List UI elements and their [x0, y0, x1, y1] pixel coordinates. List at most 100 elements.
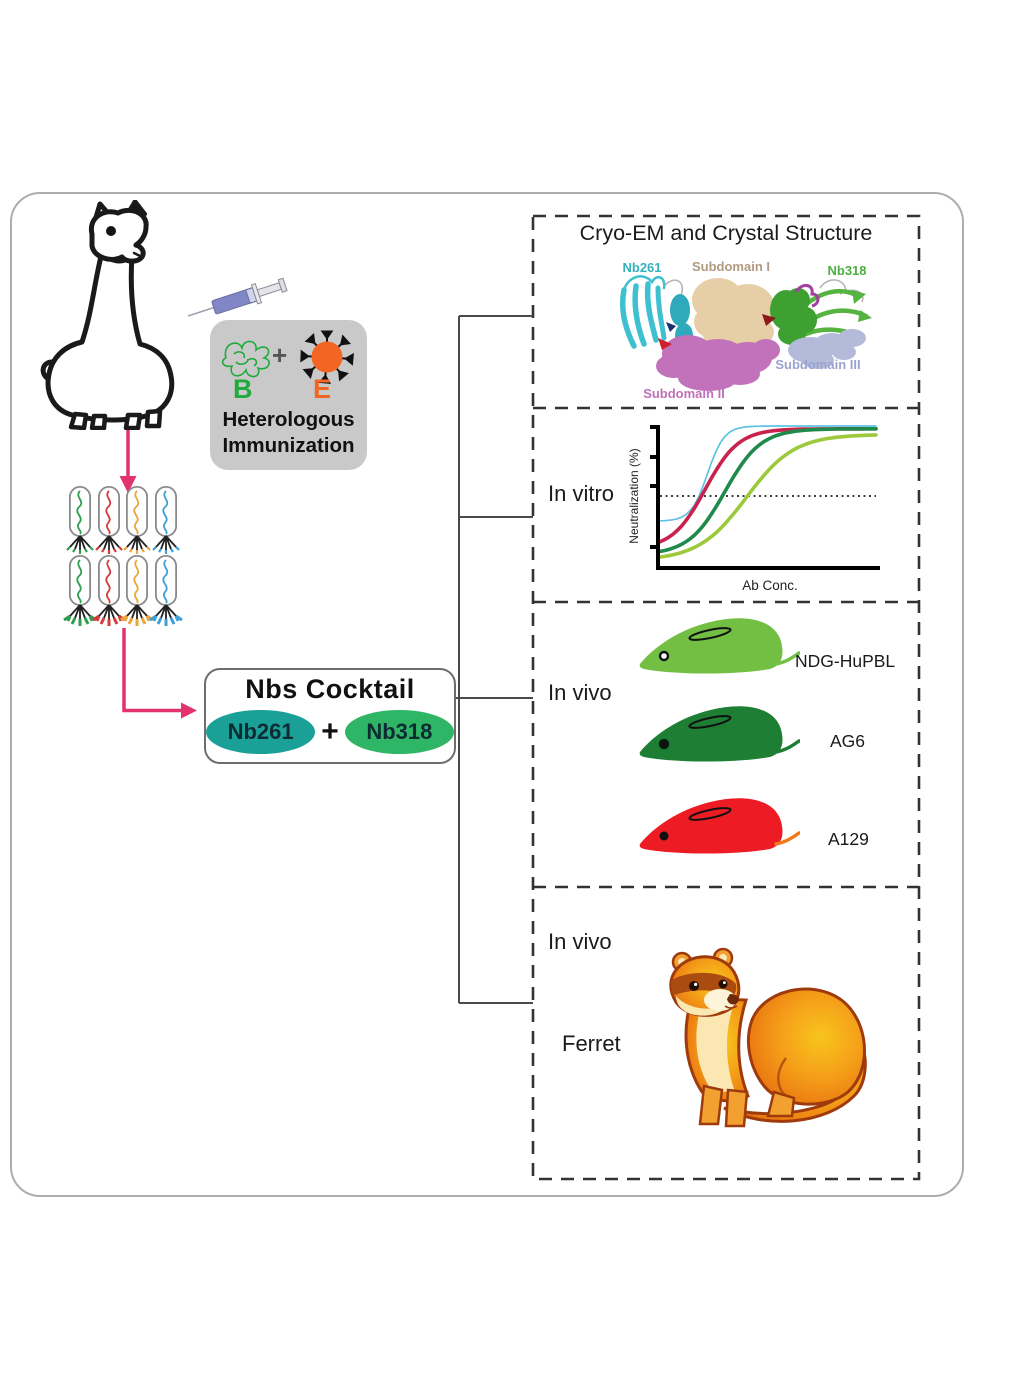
nb318-ribbon-arrow — [858, 310, 872, 322]
phage-capsule — [66, 485, 94, 554]
cdr-loop-purple — [794, 284, 820, 308]
neutralization-curve — [658, 427, 878, 544]
phage-tail-fibers — [69, 604, 91, 619]
ferret-nose — [727, 994, 739, 1005]
chart-ylabel: Neutralization (%) — [627, 448, 641, 543]
mouse-label-a129: A129 — [828, 829, 869, 849]
phage-dna — [76, 559, 83, 604]
structure-figure: Nb261 Subdomain I Nb318 Subdomain III Su… — [620, 259, 872, 400]
mouse-body — [639, 798, 783, 854]
ferret-eyes — [689, 979, 728, 991]
syringe-plunger-end — [277, 277, 288, 293]
cdr-loop-darkred — [762, 314, 776, 326]
invivo-mice-label: In vivo — [548, 680, 612, 705]
mouse-ear — [688, 627, 732, 641]
ferret-muzzle — [704, 989, 736, 1011]
immunization-caption-line2: Immunization — [222, 434, 355, 457]
alpaca-muzzle-lines — [132, 244, 144, 258]
phage-tail-fibers — [98, 604, 120, 619]
ferret-label: Ferret — [562, 1031, 621, 1056]
phage-capsule — [123, 485, 151, 554]
cryoem-section-title: Cryo-EM and Crystal Structure — [579, 221, 873, 245]
cdr-loop-red — [658, 338, 672, 350]
phage-feet — [123, 546, 151, 554]
cocktail-box: Nbs Cocktail Nb261 + Nb318 — [204, 668, 456, 764]
phage-capsule — [152, 485, 180, 554]
immunization-plus-sign: + — [272, 340, 288, 370]
phage-tail-fibers — [155, 535, 177, 550]
phage-dna — [162, 490, 169, 535]
mouse-eye — [659, 831, 669, 841]
phage-tail-fibers — [126, 535, 148, 550]
phage-tail-fibers — [126, 604, 148, 619]
immunization-caption-line1: Heterologous — [222, 408, 355, 431]
nb261-label: Nb261 — [227, 719, 294, 744]
phage-tail-fibers — [69, 535, 91, 550]
structure-label-subdomain1: Subdomain I — [692, 259, 770, 274]
mouse-label-ag6: AG6 — [830, 731, 866, 751]
phage-tail-fibers — [155, 604, 177, 619]
alpaca-leg — [144, 408, 163, 429]
neutralization-curve — [658, 427, 878, 554]
neutralization-curve — [659, 425, 877, 522]
antigen-e-label: E — [313, 374, 332, 404]
mouse-icon-ag6 — [639, 706, 800, 762]
alpaca-eye — [106, 226, 116, 236]
antigen-b-label: B — [233, 374, 253, 404]
neutralization-chart: Neutralization (%) Ab Conc. — [627, 425, 880, 593]
ferret-hind-body — [746, 987, 866, 1106]
nb318-ellipse: Nb318 — [344, 710, 454, 754]
subdomain3-surface — [788, 329, 866, 369]
virus-icon — [300, 330, 354, 384]
phage-library — [63, 485, 183, 626]
phage-dna — [105, 490, 112, 535]
elbow-arrow-icon — [122, 628, 197, 719]
ferret-chest — [696, 1010, 734, 1092]
chart-xlabel: Ab Conc. — [742, 578, 798, 593]
alpaca-leg — [89, 413, 108, 430]
nb318-ribbon-arrow — [852, 290, 866, 304]
alpaca-illustration — [40, 200, 175, 430]
ferret-rear-foot — [766, 1090, 796, 1118]
phage-tail-fibers — [98, 535, 120, 550]
nb261-ellipse: Nb261 — [206, 710, 316, 754]
nb318-contact-surface — [770, 288, 817, 345]
invitro-label: In vitro — [548, 481, 615, 506]
structure-label-subdomain2: Subdomain II — [643, 386, 725, 400]
mouse-icon-a129 — [639, 798, 800, 854]
phage-feet — [95, 546, 123, 554]
subdomain2-surface — [656, 335, 780, 391]
ferret-front-leg — [724, 1088, 749, 1128]
phage-feet — [66, 546, 94, 554]
nb318-label: Nb318 — [366, 719, 433, 744]
phage-capsule — [63, 554, 97, 626]
structure-label-subdomain3: Subdomain III — [775, 357, 860, 372]
alpaca-leg — [68, 411, 89, 430]
structure-label-nb318: Nb318 — [827, 263, 866, 278]
antigen-b-structure-icon — [221, 340, 270, 378]
cdr-loop-navy — [666, 322, 676, 332]
mouse-tail — [774, 651, 800, 666]
mouse-tail — [774, 831, 800, 846]
virus-spikes — [300, 330, 354, 384]
syringe-plunger — [256, 282, 282, 298]
phage-feet — [120, 614, 154, 626]
mouse-eye — [658, 650, 670, 662]
phage-feet — [92, 614, 126, 626]
mouse-label-ndg-hupbl: NDG-HuPBL — [795, 651, 896, 671]
phage-dna — [133, 559, 140, 604]
bracket-line — [450, 315, 533, 1004]
mouse-tail — [774, 739, 800, 754]
phage-feet — [63, 614, 97, 626]
phage-capsule — [149, 554, 183, 626]
figure-outer-border — [10, 192, 964, 1197]
panel-dashed-border — [531, 214, 921, 1181]
alpaca-tail — [40, 359, 55, 381]
phage-capsule — [95, 485, 123, 554]
ferret-illustration — [669, 947, 867, 1128]
immunization-box: + B E Heterologous Immunization — [210, 320, 367, 470]
mouse-ear — [688, 807, 732, 821]
alpaca-head — [88, 207, 149, 264]
invivo-ferret-label: In vivo — [548, 929, 612, 954]
